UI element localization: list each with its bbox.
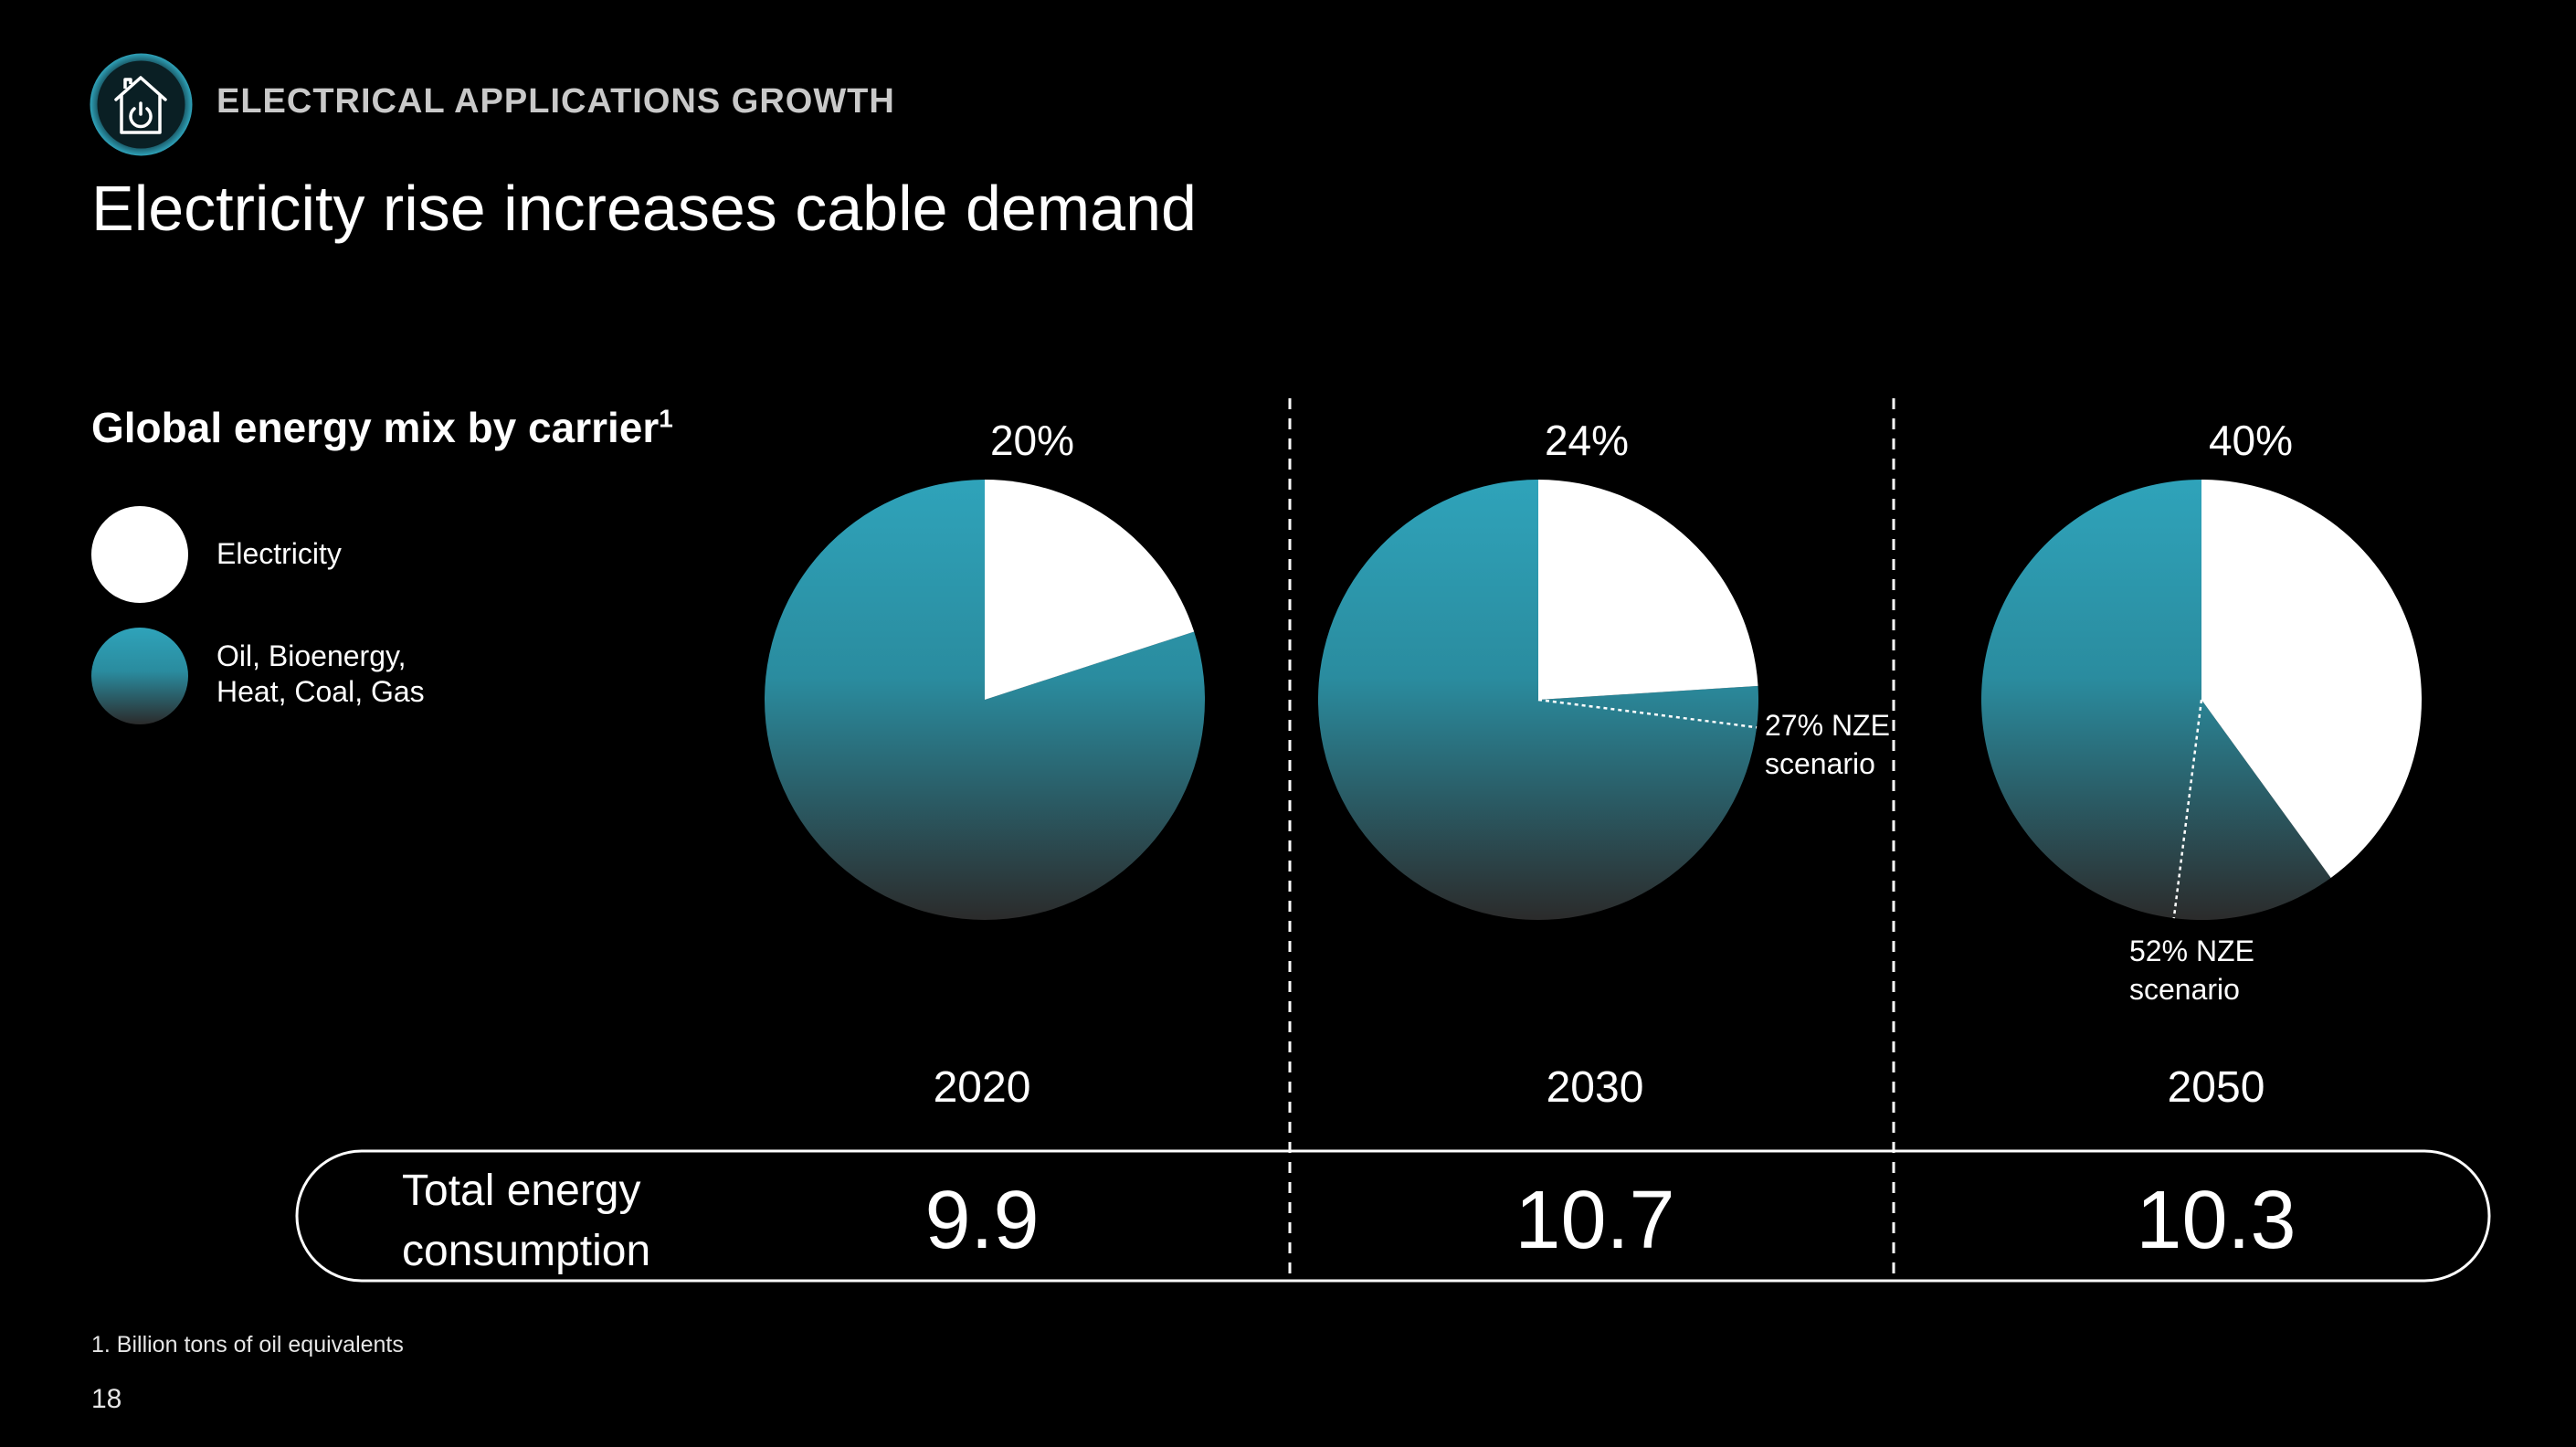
pie-percent-label-2050: 40%: [2209, 417, 2293, 464]
nze-label-2030-line2: scenario: [1765, 747, 1875, 780]
legend-label-other-carriers: Oil, Bioenergy, Heat, Coal, Gas: [216, 639, 425, 708]
nze-marker-line-2030: [1537, 698, 1758, 729]
pie-slice-electricity-2030: [1538, 480, 1758, 700]
total-value-2020: 9.9: [924, 1175, 1039, 1266]
pie-slice-other-2050: [1981, 480, 2331, 920]
nze-label-2030-line1: 27% NZE: [1765, 709, 1890, 742]
legend-swatch-electricity: [91, 506, 188, 603]
total-energy-box: [295, 1149, 2491, 1283]
pie-slice-electricity-2020: [985, 480, 1195, 700]
house-power-icon: [90, 53, 193, 156]
pie-percent-label-2020: 20%: [990, 417, 1074, 464]
legend-footnote-marker: 1: [659, 404, 673, 433]
legend-title: Global energy mix by carrier1: [91, 403, 673, 452]
pie-percent-label-2030: 24%: [1545, 417, 1629, 464]
nze-label-2050-line1: 52% NZE: [2129, 935, 2254, 967]
page-number: 18: [91, 1384, 122, 1414]
section-label: ELECTRICAL APPLICATIONS GROWTH: [216, 82, 895, 121]
legend-title-text: Global energy mix by carrier: [91, 404, 660, 451]
total-energy-label: Total energy consumption: [402, 1167, 651, 1275]
page-title: Electricity rise increases cable demand: [91, 173, 1197, 244]
legend-swatch-other-carriers: [91, 628, 188, 724]
year-label-2050: 2050: [2168, 1063, 2265, 1112]
nze-marker-line-2050: [2172, 699, 2203, 919]
footnote: 1. Billion tons of oil equivalents: [91, 1332, 404, 1357]
year-label-2020: 2020: [934, 1063, 1031, 1112]
total-value-2050: 10.3: [2136, 1175, 2296, 1266]
pie-slice-electricity-2050: [2201, 480, 2423, 878]
year-label-2030: 2030: [1547, 1063, 1644, 1112]
nze-label-2050-line2: scenario: [2129, 973, 2240, 1006]
legend-label-electricity: Electricity: [216, 537, 342, 570]
total-value-2030: 10.7: [1515, 1175, 1674, 1266]
